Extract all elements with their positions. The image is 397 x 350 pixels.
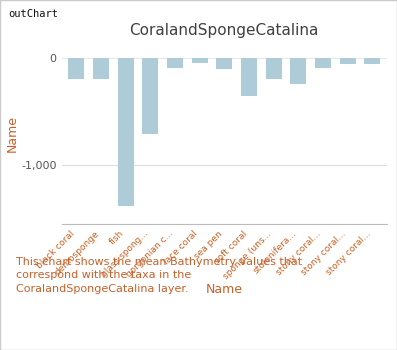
Bar <box>290 58 306 84</box>
Text: outChart: outChart <box>8 9 58 19</box>
Bar <box>142 58 158 134</box>
Bar <box>315 58 331 68</box>
Bar <box>93 58 109 79</box>
X-axis label: Name: Name <box>206 284 243 296</box>
Bar <box>364 58 380 64</box>
Bar <box>68 58 84 79</box>
Bar <box>266 58 281 79</box>
Y-axis label: Name: Name <box>6 114 18 152</box>
Bar <box>118 58 134 206</box>
Title: CoralandSpongeCatalina: CoralandSpongeCatalina <box>129 23 319 38</box>
Bar <box>339 58 356 64</box>
Bar <box>216 58 232 69</box>
Text: This chart shows the mean Bathymetry values that
correspond with the taxa in the: This chart shows the mean Bathymetry val… <box>16 257 302 294</box>
Bar <box>192 58 208 63</box>
Bar <box>241 58 257 96</box>
Bar <box>167 58 183 68</box>
